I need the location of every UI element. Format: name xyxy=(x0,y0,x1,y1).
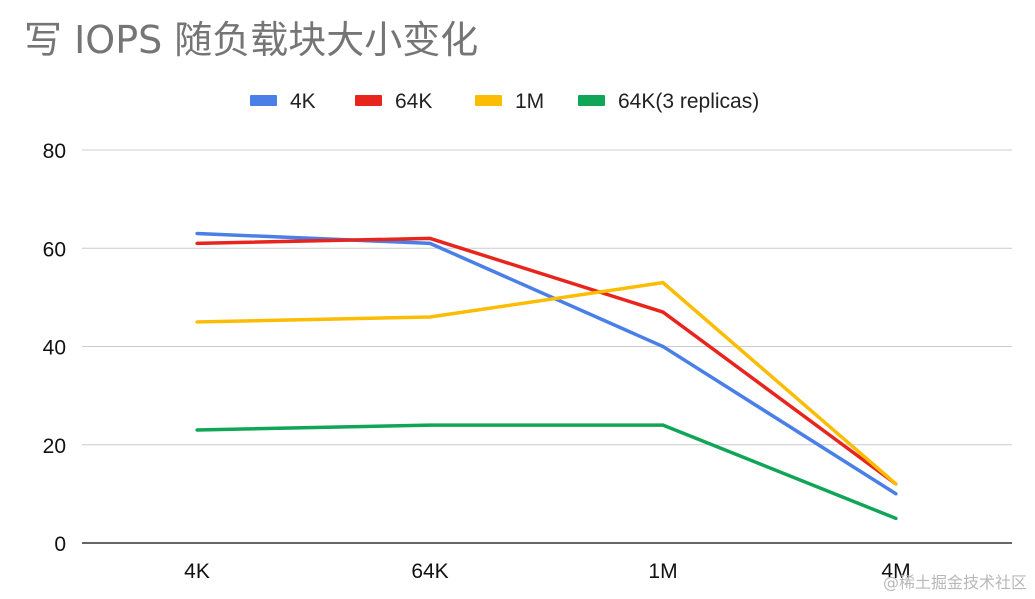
data-point xyxy=(894,482,898,486)
legend-label: 4K xyxy=(290,90,316,113)
legend-swatch xyxy=(250,95,277,106)
series-line-1 xyxy=(196,236,898,486)
series-line-2 xyxy=(196,280,898,486)
gridlines xyxy=(82,149,1012,544)
data-point xyxy=(195,231,199,236)
data-point xyxy=(195,428,199,432)
data-point xyxy=(195,241,199,245)
data-point xyxy=(428,241,432,245)
x-tick-label: 4M xyxy=(881,560,910,583)
x-tick-label: 1M xyxy=(648,560,677,583)
legend-label: 1M xyxy=(515,90,544,113)
y-tick-label: 40 xyxy=(43,337,66,360)
data-point xyxy=(661,344,665,349)
data-point xyxy=(894,492,898,496)
data-point xyxy=(661,281,665,285)
chart-title: 写 IOPS 随负载块大小变化 xyxy=(24,18,479,62)
data-point xyxy=(894,516,898,521)
legend-swatch xyxy=(578,95,605,106)
legend-label: 64K(3 replicas) xyxy=(618,90,759,113)
data-point xyxy=(428,236,432,241)
y-tick-label: 80 xyxy=(43,140,66,163)
y-tick-label: 20 xyxy=(43,435,66,458)
legend: 4K 64K 1M 64K(3 replicas) xyxy=(250,90,759,113)
y-tick-label: 60 xyxy=(43,238,66,261)
data-point xyxy=(428,315,432,319)
watermark: @稀土掘金技术社区 xyxy=(882,573,1027,592)
x-axis-ticks: 4K 64K 1M 4M xyxy=(184,560,910,583)
y-tick-label: 0 xyxy=(54,533,66,556)
x-tick-label: 64K xyxy=(411,560,448,583)
x-tick-label: 4K xyxy=(184,560,210,583)
data-point xyxy=(428,423,432,427)
series-line-3 xyxy=(196,423,897,521)
data-point xyxy=(661,423,665,427)
legend-swatch xyxy=(355,95,382,106)
y-axis-ticks: 0 20 40 60 80 xyxy=(43,140,66,556)
series-line-0 xyxy=(196,231,897,496)
legend-swatch xyxy=(475,95,502,106)
data-point xyxy=(661,310,665,314)
legend-label: 64K xyxy=(395,90,432,113)
data-point xyxy=(195,320,199,324)
series-lines xyxy=(195,231,898,521)
